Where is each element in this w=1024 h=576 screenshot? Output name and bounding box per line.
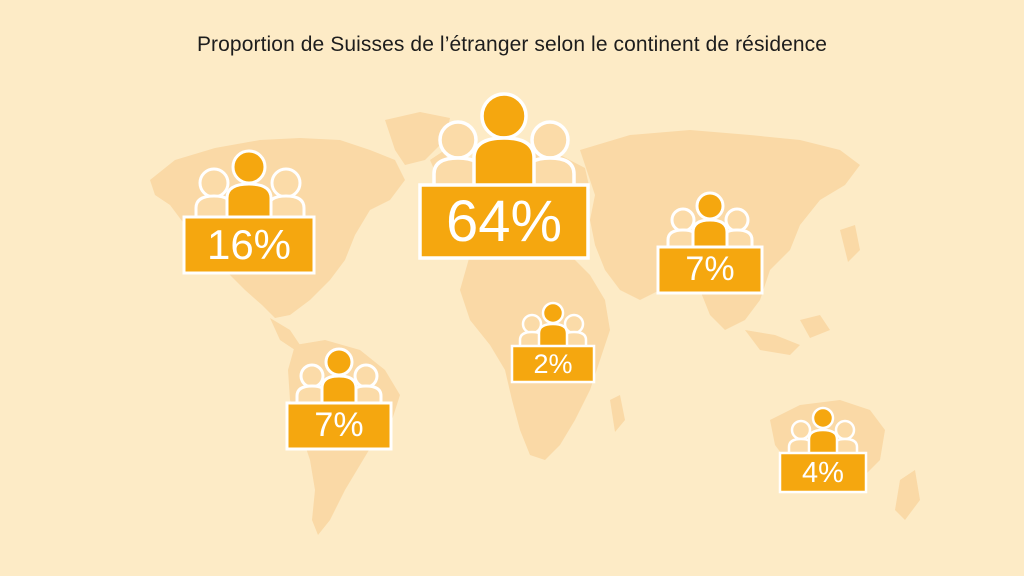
people-icon (510, 301, 596, 384)
badge-europe: 64% (418, 92, 590, 260)
badge-value: 64% (445, 189, 563, 254)
people-icon (778, 406, 868, 494)
badge-asia: 7% (656, 191, 764, 295)
badge-value: 2% (533, 349, 573, 379)
badge-value: 16% (206, 221, 292, 268)
people-icon (418, 92, 590, 260)
badge-south-america: 7% (285, 347, 393, 451)
people-icon (182, 149, 316, 275)
badge-value: 4% (802, 457, 844, 489)
chart-title: Proportion de Suisses de l’étranger selo… (196, 33, 828, 56)
badge-value: 7% (314, 406, 364, 444)
badge-value: 7% (685, 250, 735, 288)
badge-oceania: 4% (778, 406, 868, 494)
badge-north-america: 16% (182, 149, 316, 275)
people-icon (656, 191, 764, 295)
badge-africa: 2% (510, 301, 596, 384)
people-icon (285, 347, 393, 451)
